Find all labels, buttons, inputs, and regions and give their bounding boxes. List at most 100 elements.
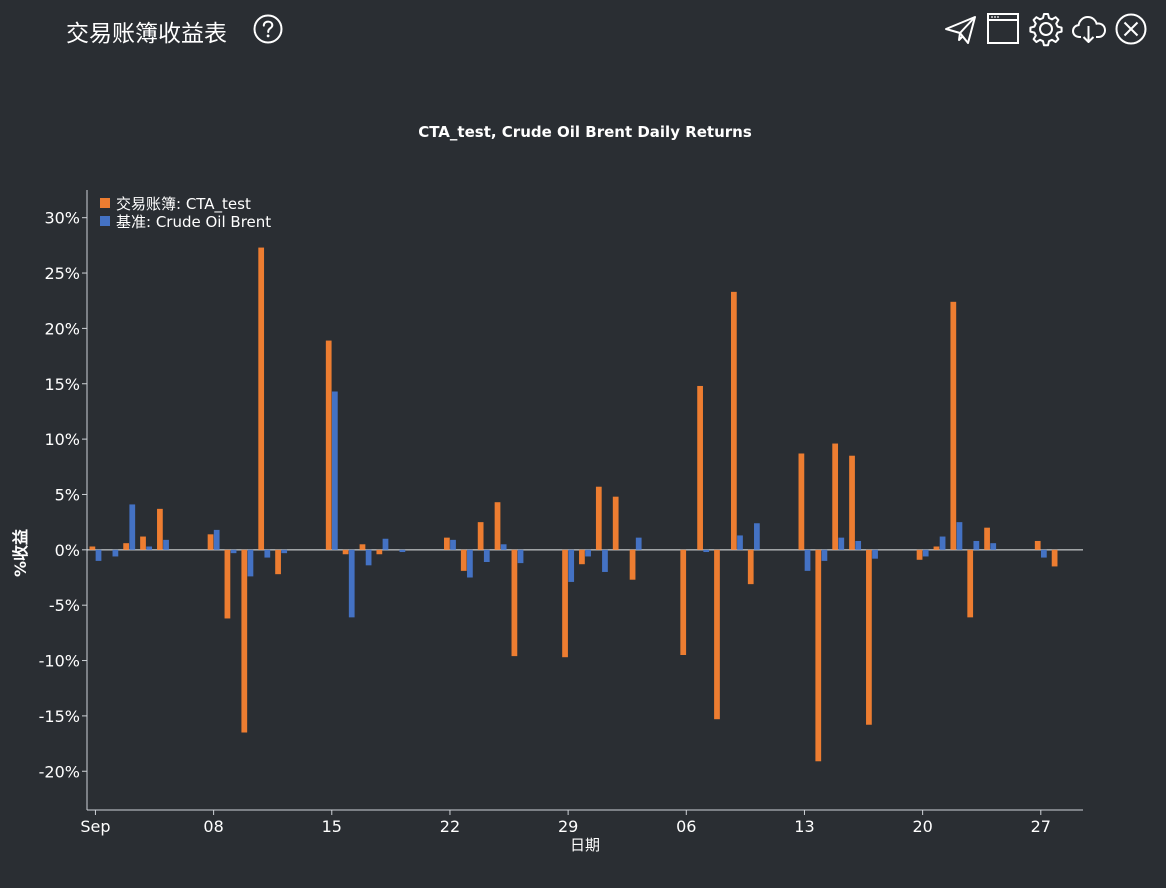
bar-book[interactable]	[984, 527, 990, 550]
bar-benchmark[interactable]	[146, 546, 153, 550]
x-tick-label: 08	[203, 817, 223, 836]
bar-book[interactable]	[798, 453, 805, 550]
bar-book[interactable]	[629, 549, 636, 580]
bar-book[interactable]	[494, 502, 501, 550]
bar-benchmark[interactable]	[450, 539, 456, 550]
bar-benchmark[interactable]	[973, 540, 980, 550]
bar-benchmark[interactable]	[703, 549, 710, 553]
bar-book[interactable]	[730, 291, 737, 550]
bars	[89, 247, 1058, 762]
bar-benchmark[interactable]	[467, 549, 473, 578]
bar-benchmark[interactable]	[163, 539, 169, 550]
bar-book[interactable]	[680, 549, 687, 655]
bar-book[interactable]	[376, 549, 383, 555]
bar-benchmark[interactable]	[568, 549, 575, 582]
bar-benchmark[interactable]	[348, 549, 355, 618]
bar-book[interactable]	[275, 549, 281, 575]
bar-book[interactable]	[460, 549, 467, 571]
x-tick-label: 29	[558, 817, 578, 836]
bar-book[interactable]	[444, 537, 450, 550]
bar-benchmark[interactable]	[821, 549, 828, 561]
bar-book[interactable]	[89, 546, 96, 550]
bar-book[interactable]	[241, 549, 248, 733]
help-icon[interactable]	[253, 14, 283, 44]
bar-book[interactable]	[747, 549, 754, 585]
bar-book[interactable]	[325, 340, 332, 550]
bar-book[interactable]	[359, 544, 366, 550]
bar-benchmark[interactable]	[264, 549, 271, 558]
bar-benchmark[interactable]	[112, 549, 119, 557]
bar-benchmark[interactable]	[922, 549, 929, 557]
cloud-download-icon[interactable]	[1070, 10, 1108, 48]
close-icon[interactable]	[1112, 10, 1150, 48]
bar-book[interactable]	[258, 247, 265, 550]
bar-book[interactable]	[140, 536, 146, 550]
bar-benchmark[interactable]	[602, 549, 608, 572]
bar-benchmark[interactable]	[331, 391, 338, 550]
x-tick-label: 27	[1031, 817, 1051, 836]
bar-benchmark[interactable]	[95, 549, 102, 561]
bar-book[interactable]	[612, 496, 619, 550]
bar-book[interactable]	[342, 549, 349, 555]
bar-book[interactable]	[1034, 540, 1041, 550]
y-tick-label: 5%	[55, 485, 80, 504]
bar-benchmark[interactable]	[838, 537, 845, 550]
bar-book[interactable]	[562, 549, 568, 658]
y-tick-label: 25%	[44, 264, 80, 283]
bar-benchmark[interactable]	[382, 538, 389, 550]
bar-book[interactable]	[967, 549, 974, 618]
window-title: 交易账簿收益表	[66, 21, 227, 47]
bar-book[interactable]	[123, 543, 129, 550]
bar-book[interactable]	[815, 549, 822, 762]
bar-benchmark[interactable]	[129, 504, 136, 550]
bar-benchmark[interactable]	[872, 549, 878, 559]
bar-benchmark[interactable]	[737, 535, 743, 550]
y-tick-label: 20%	[44, 319, 80, 338]
chart-title: CTA_test, Crude Oil Brent Daily Returns	[418, 123, 752, 141]
bar-benchmark[interactable]	[500, 544, 507, 550]
gear-icon[interactable]	[1027, 10, 1065, 48]
bar-book[interactable]	[511, 549, 518, 657]
bar-benchmark[interactable]	[247, 549, 254, 577]
bar-benchmark[interactable]	[754, 523, 760, 550]
bar-benchmark[interactable]	[635, 537, 642, 550]
bar-book[interactable]	[866, 549, 872, 725]
bar-book[interactable]	[714, 549, 720, 720]
bar-book[interactable]	[477, 522, 484, 550]
send-icon[interactable]	[942, 10, 980, 48]
bar-book[interactable]	[207, 534, 214, 550]
x-tick-label: 13	[794, 817, 814, 836]
bar-benchmark[interactable]	[483, 549, 490, 562]
bar-benchmark[interactable]	[939, 536, 946, 550]
y-tick-label: 0%	[55, 541, 80, 560]
bar-benchmark[interactable]	[365, 549, 372, 566]
bar-book[interactable]	[697, 385, 703, 550]
bar-benchmark[interactable]	[804, 549, 811, 571]
legend: 交易账簿: CTA_test 基准: Crude Oil Brent	[100, 195, 271, 231]
returns-chart: CTA_test, Crude Oil Brent Daily Returns …	[11, 123, 1083, 854]
bar-book[interactable]	[595, 486, 602, 550]
bar-benchmark[interactable]	[990, 543, 997, 550]
bar-benchmark[interactable]	[855, 540, 862, 550]
bar-benchmark[interactable]	[1041, 549, 1047, 558]
bar-book[interactable]	[933, 546, 940, 550]
bar-book[interactable]	[849, 455, 855, 550]
legend-swatch-benchmark	[100, 216, 110, 226]
bar-benchmark[interactable]	[281, 549, 288, 554]
bar-benchmark[interactable]	[956, 522, 963, 550]
bar-book[interactable]	[1051, 549, 1058, 567]
bar-book[interactable]	[950, 301, 957, 550]
bar-book[interactable]	[916, 549, 923, 560]
bar-book[interactable]	[224, 549, 231, 619]
y-axis-label: %收益	[11, 529, 30, 577]
bar-benchmark[interactable]	[213, 529, 220, 550]
bar-benchmark[interactable]	[517, 549, 524, 564]
bar-benchmark[interactable]	[399, 549, 406, 553]
bar-book[interactable]	[832, 443, 839, 550]
window-icon[interactable]	[984, 10, 1022, 48]
bar-benchmark[interactable]	[230, 549, 237, 554]
bar-book[interactable]	[579, 549, 585, 565]
legend-swatch-book	[100, 198, 110, 208]
bar-book[interactable]	[157, 508, 163, 550]
bar-benchmark[interactable]	[585, 549, 591, 557]
